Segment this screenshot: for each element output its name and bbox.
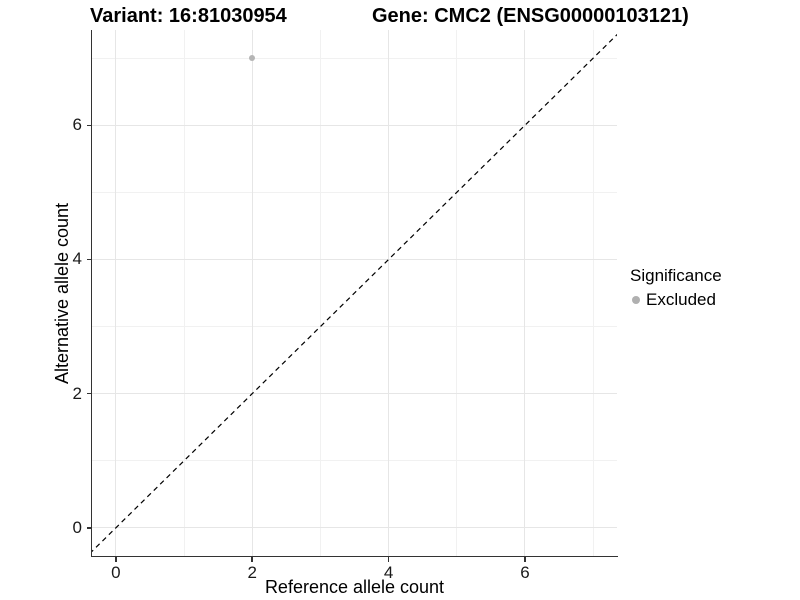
gridline-major-vertical — [524, 30, 526, 556]
gridline-major-horizontal — [92, 258, 617, 260]
identity-dashed-line — [92, 33, 617, 553]
data-point — [249, 55, 256, 62]
x-axis-tick-label: 0 — [111, 563, 121, 582]
gridline-major-horizontal — [92, 527, 617, 529]
gridline-major-vertical — [251, 30, 253, 556]
gridline-minor-horizontal — [92, 326, 617, 328]
gridline-major-horizontal — [92, 124, 617, 126]
legend-item-excluded: Excluded — [630, 290, 722, 310]
x-axis-tick-label: 6 — [520, 563, 530, 582]
y-axis-tick-label: 4 — [72, 249, 82, 269]
y-axis-tick-label: 0 — [72, 517, 82, 537]
legend-item-label: Excluded — [646, 290, 716, 309]
gridline-major-vertical — [115, 30, 117, 556]
gridline-minor-vertical — [592, 30, 594, 556]
y-axis-title-text: Alternative allele count — [52, 202, 73, 384]
plot-panel — [92, 30, 617, 556]
gridline-minor-vertical — [183, 30, 185, 556]
gridline-major-horizontal — [92, 393, 617, 395]
legend-title: Significance — [630, 266, 722, 285]
x-axis-tick — [387, 557, 390, 562]
y-axis-tick-label: 2 — [72, 383, 82, 403]
y-axis-line — [90, 30, 92, 557]
x-axis-tick — [115, 557, 117, 562]
y-axis-tick — [87, 392, 92, 395]
plot-title-variant: Variant: 16:81030954 — [90, 5, 287, 27]
y-axis-tick — [87, 124, 92, 127]
gridline-minor-horizontal — [92, 57, 617, 59]
y-axis-title: Alternative allele count — [48, 30, 78, 556]
gridline-minor-horizontal — [92, 460, 617, 462]
plot-title-gene: Gene: CMC2 (ENSG00000103121) — [372, 5, 689, 27]
y-axis-tick-label: 6 — [72, 115, 82, 135]
x-axis-tick — [524, 557, 526, 562]
x-axis-tick — [251, 557, 253, 562]
gridline-major-vertical — [388, 30, 390, 556]
gridline-minor-horizontal — [92, 191, 617, 193]
legend: Significance Excluded — [630, 266, 722, 310]
point-layer — [92, 30, 617, 556]
gridline-minor-vertical — [456, 30, 458, 556]
y-axis-tick — [87, 258, 92, 261]
identity-line-layer — [92, 33, 617, 553]
x-axis-tick-label: 4 — [383, 563, 394, 582]
grid-layer — [92, 30, 617, 556]
legend-marker-circle-icon — [632, 296, 640, 304]
x-axis-tick-label: 2 — [247, 563, 257, 582]
x-axis-line — [90, 555, 618, 557]
x-axis-title: Reference allele count — [264, 577, 445, 597]
gridline-minor-vertical — [319, 30, 321, 556]
y-axis-tick — [87, 527, 92, 529]
